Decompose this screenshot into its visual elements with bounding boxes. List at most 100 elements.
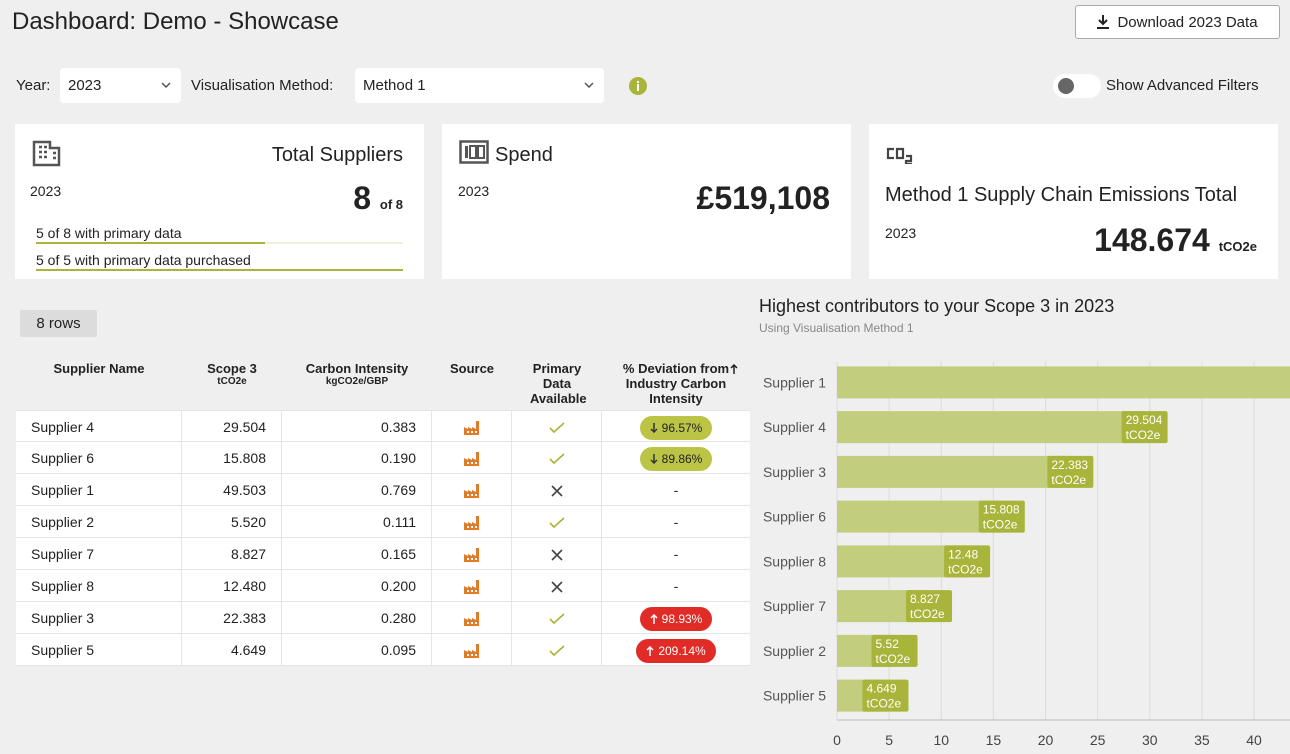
intensity-value: 0.383 bbox=[380, 419, 416, 435]
card-year: 2023 bbox=[458, 183, 490, 199]
y-tick-label: Supplier 2 bbox=[763, 643, 826, 659]
supplier-name: Supplier 3 bbox=[31, 610, 95, 626]
value-label: 5.52 bbox=[876, 637, 900, 651]
table-cell: Supplier 5 bbox=[16, 634, 182, 666]
check-icon bbox=[548, 613, 565, 625]
y-tick-label: Supplier 1 bbox=[763, 374, 826, 390]
download-label: Download 2023 Data bbox=[1117, 13, 1258, 31]
column-title: Carbon Intensity bbox=[305, 361, 409, 376]
table-cell bbox=[432, 410, 512, 442]
value-label: 4.649 bbox=[866, 682, 896, 696]
intensity-value: 0.200 bbox=[380, 578, 416, 594]
check-icon bbox=[548, 422, 565, 434]
progress-fill bbox=[36, 269, 403, 271]
year-select[interactable]: 2023 bbox=[60, 68, 181, 103]
method-select[interactable]: Method 1 bbox=[355, 68, 604, 103]
year-value: 2023 bbox=[68, 77, 102, 94]
table-cell: 96.57% bbox=[602, 410, 750, 442]
value-label: 12.48 bbox=[948, 547, 978, 561]
scope3-value: 29.504 bbox=[223, 419, 266, 435]
scope3-value: 22.383 bbox=[223, 610, 266, 626]
x-tick-label: 5 bbox=[885, 732, 893, 748]
table-cell bbox=[512, 506, 602, 538]
value-label: 22.383 bbox=[1051, 458, 1088, 472]
value-unit: tCO2e bbox=[866, 697, 901, 711]
advanced-toggle[interactable] bbox=[1052, 73, 1102, 99]
arrow-icon bbox=[650, 423, 658, 434]
deviation-value: - bbox=[673, 578, 679, 594]
chart-title: Highest contributors to your Scope 3 in … bbox=[759, 296, 1115, 316]
table-cell: 0.280 bbox=[282, 602, 432, 634]
check-icon bbox=[548, 453, 565, 465]
table-cell bbox=[432, 634, 512, 666]
table-cell: 0.769 bbox=[282, 474, 432, 506]
page-title: Dashboard: Demo - Showcase bbox=[12, 8, 339, 35]
supplier-name: Supplier 8 bbox=[31, 578, 95, 594]
intensity-value: 0.190 bbox=[380, 450, 416, 466]
x-tick-label: 40 bbox=[1246, 732, 1262, 748]
column-title: Supplier Name bbox=[53, 361, 145, 376]
x-tick-label: 0 bbox=[833, 732, 841, 748]
spend-card: Spend 2023 £519,108 bbox=[442, 124, 851, 279]
table-cell: 98.93% bbox=[602, 602, 750, 634]
value-label-box bbox=[1121, 411, 1168, 444]
column-header: Carbon Intensity kgCO2e/GBP bbox=[282, 361, 432, 387]
table-cell: 4.649 bbox=[182, 634, 282, 666]
x-tick-label: 10 bbox=[933, 732, 949, 748]
source-icon bbox=[463, 484, 479, 499]
value-label-box bbox=[978, 500, 1025, 533]
value-label: 29.504 bbox=[1126, 413, 1163, 427]
table-cell: 0.383 bbox=[282, 410, 432, 442]
column-header: % Deviation from Industry Carbon Intensi… bbox=[602, 361, 750, 406]
card-title: Total Suppliers bbox=[271, 144, 403, 166]
sort-icon[interactable] bbox=[730, 364, 738, 374]
source-icon bbox=[463, 421, 479, 436]
table-cell: - bbox=[602, 506, 750, 538]
table-cell bbox=[432, 538, 512, 570]
info-icon[interactable] bbox=[628, 76, 648, 96]
deviation-value: 209.14% bbox=[658, 644, 706, 659]
card-value: 8 bbox=[353, 180, 371, 216]
progress-track bbox=[36, 242, 403, 244]
supplier-name: Supplier 5 bbox=[31, 642, 95, 658]
value-label: 15.808 bbox=[983, 503, 1020, 517]
value-unit: tCO2e bbox=[983, 518, 1018, 532]
table-cell: Supplier 8 bbox=[16, 570, 182, 602]
table-cell: 0.165 bbox=[282, 538, 432, 570]
column-title: % Deviation from Industry Carbon Intensi… bbox=[622, 361, 730, 406]
table-cell bbox=[512, 602, 602, 634]
column-header: Scope 3 tCO2e bbox=[182, 361, 282, 387]
emissions-card: Method 1 Supply Chain Emissions Total 20… bbox=[869, 124, 1278, 279]
y-tick-label: Supplier 4 bbox=[763, 419, 826, 435]
intensity-value: 0.769 bbox=[380, 482, 416, 498]
table-cell: 22.383 bbox=[182, 602, 282, 634]
progress-track bbox=[36, 269, 403, 271]
value-unit: tCO2e bbox=[948, 562, 983, 576]
table-cell bbox=[512, 570, 602, 602]
source-icon bbox=[463, 580, 479, 595]
chart-subtitle: Using Visualisation Method 1 bbox=[759, 321, 914, 335]
table-cell bbox=[512, 410, 602, 442]
source-icon bbox=[463, 548, 479, 563]
value-label-box bbox=[871, 634, 918, 667]
column-unit: tCO2e bbox=[217, 376, 247, 387]
supplier-name: Supplier 6 bbox=[31, 450, 95, 466]
value-label-box bbox=[906, 590, 953, 623]
intensity-value: 0.095 bbox=[380, 642, 416, 658]
table-cell bbox=[512, 474, 602, 506]
chart: 0 5 10 15 20 25 30 35 40 Supplier 1 Supplier 4 29.5… bbox=[763, 362, 1290, 748]
year-label: Year: bbox=[16, 77, 51, 94]
bar bbox=[837, 366, 1290, 399]
deviation-pill: 96.57% bbox=[639, 416, 713, 441]
table-cell: 0.111 bbox=[282, 506, 432, 538]
card-title: Spend bbox=[495, 144, 553, 166]
y-tick-label: Supplier 7 bbox=[763, 598, 826, 614]
suppliers-card: Total Suppliers 2023 8 of 8 5 of 8 with … bbox=[15, 124, 424, 279]
scope3-value: 15.808 bbox=[223, 450, 266, 466]
table-cell: 89.86% bbox=[602, 442, 750, 474]
download-button[interactable]: Download 2023 Data bbox=[1075, 5, 1280, 39]
intensity-value: 0.280 bbox=[380, 610, 416, 626]
x-tick-label: 35 bbox=[1194, 732, 1210, 748]
table-cell bbox=[432, 442, 512, 474]
